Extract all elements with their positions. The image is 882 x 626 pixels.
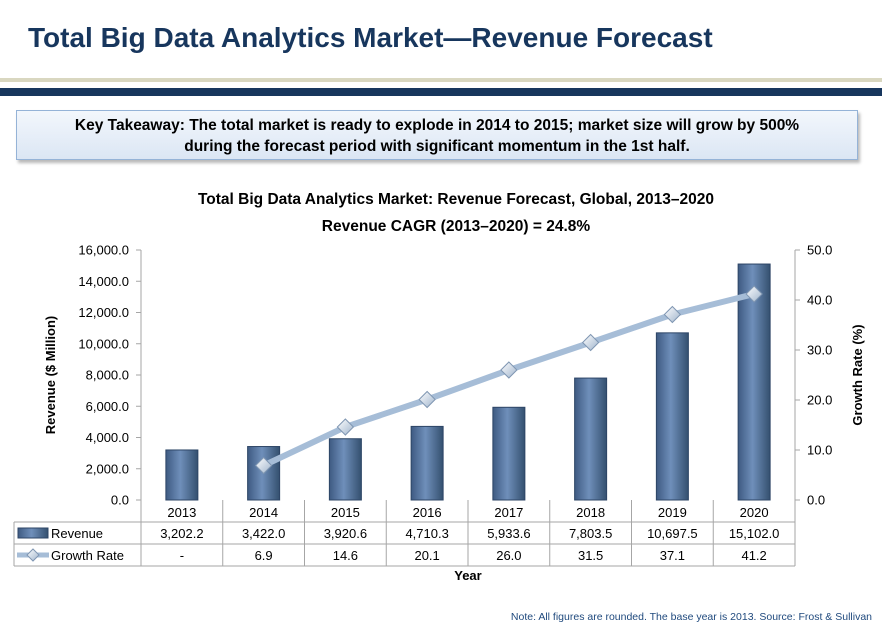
y-tick-label: 10,000.0 <box>78 336 129 351</box>
legend-growth-label: Growth Rate <box>51 548 124 563</box>
growth-rate-marker <box>418 390 436 409</box>
title-divider-dark <box>0 88 882 96</box>
x-tick-label: 2019 <box>658 505 687 520</box>
revenue-bars <box>165 263 771 501</box>
growth-rate-value-cell: 6.9 <box>255 548 273 563</box>
revenue-bar <box>737 263 771 501</box>
revenue-value-cell: 15,102.0 <box>729 526 780 541</box>
revenue-bar <box>165 449 199 501</box>
y-tick-label: 14,000.0 <box>78 274 129 289</box>
takeaway-line-1: Key Takeaway: The total market is ready … <box>74 117 800 134</box>
revenue-value-cell: 3,202.2 <box>160 526 203 541</box>
growth-rate-marker <box>336 418 355 436</box>
y-tick-label: 6,000.0 <box>86 399 129 414</box>
growth-rate-line <box>254 285 763 475</box>
y-tick-label: 4,000.0 <box>86 430 129 445</box>
y2-tick-label: 20.0 <box>807 393 832 408</box>
x-tick-label: 2013 <box>167 505 196 520</box>
footnote: Note: All figures are rounded. The base … <box>510 611 872 623</box>
x-tick-label: 2017 <box>494 505 523 520</box>
growth-rate-value-cell: - <box>180 548 184 563</box>
y-tick-label: 8,000.0 <box>86 368 129 383</box>
revenue-forecast-chart: Total Big Data Analytics Market: Revenue… <box>13 191 865 583</box>
x-axis-title: Year <box>454 568 481 583</box>
y2-tick-label: 50.0 <box>807 243 832 258</box>
legend-growth-marker <box>26 548 40 562</box>
growth-rate-value-cell: 20.1 <box>414 548 439 563</box>
chart-subtitle: Revenue CAGR (2013–2020) = 24.8% <box>322 218 591 235</box>
revenue-bar <box>492 406 526 501</box>
chart-title: Total Big Data Analytics Market: Revenue… <box>198 191 714 208</box>
x-tick-label: 2016 <box>413 505 442 520</box>
x-tick-label: 2015 <box>331 505 360 520</box>
y2-tick-label: 0.0 <box>807 493 825 508</box>
revenue-value-cell: 4,710.3 <box>405 526 448 541</box>
y2-tick-label: 40.0 <box>807 293 832 308</box>
title-divider-light <box>0 78 882 82</box>
revenue-bar <box>574 377 608 501</box>
takeaway-line-2: during the forecast period with signific… <box>184 138 690 155</box>
x-tick-label: 2020 <box>740 505 769 520</box>
growth-rate-value-cell: 14.6 <box>333 548 358 563</box>
growth-rate-value-cell: 37.1 <box>660 548 685 563</box>
y-tick-label: 0.0 <box>111 493 129 508</box>
revenue-bar <box>328 438 362 501</box>
y2-axis-title: Growth Rate (%) <box>850 324 865 425</box>
page-title: Total Big Data Analytics Market—Revenue … <box>28 22 713 53</box>
y-tick-label: 2,000.0 <box>86 461 129 476</box>
growth-rate-marker <box>745 285 763 303</box>
legend-revenue-label: Revenue <box>51 526 103 541</box>
y2-tick-label: 30.0 <box>807 343 832 358</box>
y-tick-label: 12,000.0 <box>78 305 129 320</box>
growth-rate-marker <box>663 305 682 324</box>
revenue-value-cell: 3,920.6 <box>324 526 367 541</box>
data-table: 2013 2014 2015 2016 2017 2018 2019 2020 Revenue G… <box>13 500 796 567</box>
y-axis-title: Revenue ($ Million) <box>43 316 58 434</box>
growth-rate-marker <box>581 333 600 352</box>
revenue-bar <box>410 425 444 501</box>
growth-rate-marker <box>254 456 273 475</box>
revenue-value-cell: 10,697.5 <box>647 526 698 541</box>
revenue-value-cell: 5,933.6 <box>487 526 530 541</box>
legend-revenue-swatch <box>17 527 49 539</box>
key-takeaway-box: Key Takeaway: The total market is ready … <box>16 110 858 160</box>
growth-rate-value-cell: 41.2 <box>741 548 766 563</box>
revenue-bar <box>655 332 689 501</box>
y-tick-label: 16,000.0 <box>78 243 129 258</box>
growth-rate-value-cell: 31.5 <box>578 548 603 563</box>
revenue-value-cell: 3,422.0 <box>242 526 285 541</box>
growth-rate-marker <box>500 361 518 379</box>
revenue-value-cell: 7,803.5 <box>569 526 612 541</box>
x-tick-label: 2014 <box>249 505 278 520</box>
chart-axes: 0.0 2,000.0 4,000.0 6,000.0 8,000.0 10,000.0 1… <box>43 243 865 508</box>
x-tick-label: 2018 <box>576 505 605 520</box>
growth-rate-value-cell: 26.0 <box>496 548 521 563</box>
y2-tick-label: 10.0 <box>807 443 832 458</box>
